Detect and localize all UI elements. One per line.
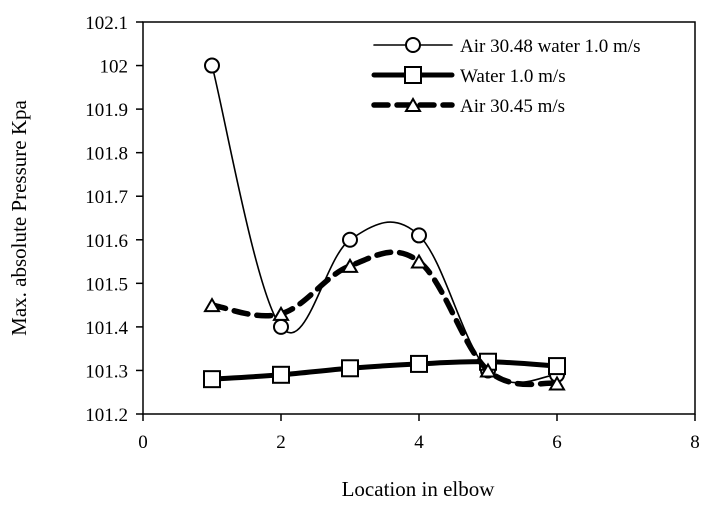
series-3-point-1 (203, 297, 221, 313)
legend-marker-3 (404, 97, 422, 112)
y-tick-label-10: 102.1 (85, 13, 128, 34)
y-tick-label-1: 101.2 (85, 405, 128, 426)
series-3-point-6 (548, 375, 566, 391)
legend-label-2: Water 1.0 m/s (460, 66, 566, 87)
series-2-point-1 (203, 370, 221, 389)
series-2-point-2 (272, 365, 290, 384)
series-1-point-3 (342, 231, 358, 248)
tick-layer: 0 2 4 6 8 101.2 101.3 101.4 101.5 101.6 101.7 101.8… (85, 13, 700, 453)
legend-label-3: Air 30.45 m/s (460, 96, 565, 117)
y-tick-label-5: 101.6 (85, 231, 128, 252)
series-3-point-4 (410, 253, 428, 269)
plot-area (142, 21, 696, 415)
x-tick-label-3: 4 (414, 432, 424, 453)
legend-marker-1 (405, 37, 421, 53)
series-1-point-1 (204, 57, 220, 74)
x-tick-label-5: 8 (690, 432, 700, 453)
series-3-point-2 (272, 305, 290, 321)
y-axis-label: Max. absolute Pressure Kpa (7, 100, 31, 336)
series-1-point-2 (273, 318, 289, 335)
legend-marker-2 (404, 66, 422, 84)
series-2-point-4 (410, 354, 428, 373)
legend-label-1: Air 30.48 water 1.0 m/s (460, 36, 640, 57)
series-3-point-5 (479, 362, 497, 378)
y-tick-label-7: 101.8 (85, 144, 128, 165)
series-2-point-6 (548, 357, 566, 376)
y-tick-label-3: 101.4 (85, 318, 128, 339)
legend: Air 30.48 water 1.0 m/s Water 1.0 m/s Air … (371, 36, 640, 117)
x-axis-label: Location in elbow (342, 477, 496, 501)
x-tick-label-4: 6 (552, 432, 562, 453)
y-tick-label-6: 101.7 (85, 187, 128, 208)
series-2-point-3 (341, 359, 359, 378)
series-1-point-4 (411, 227, 427, 244)
series-layer (203, 57, 566, 391)
x-tick-label-1: 0 (138, 432, 148, 453)
y-tick-label-4: 101.5 (85, 274, 128, 295)
x-tick-label-2: 2 (276, 432, 286, 453)
y-tick-label-2: 101.3 (85, 361, 128, 382)
series-3-point-3 (341, 257, 359, 273)
y-tick-label-8: 101.9 (85, 100, 128, 121)
y-tick-label-9: 102 (100, 57, 129, 78)
